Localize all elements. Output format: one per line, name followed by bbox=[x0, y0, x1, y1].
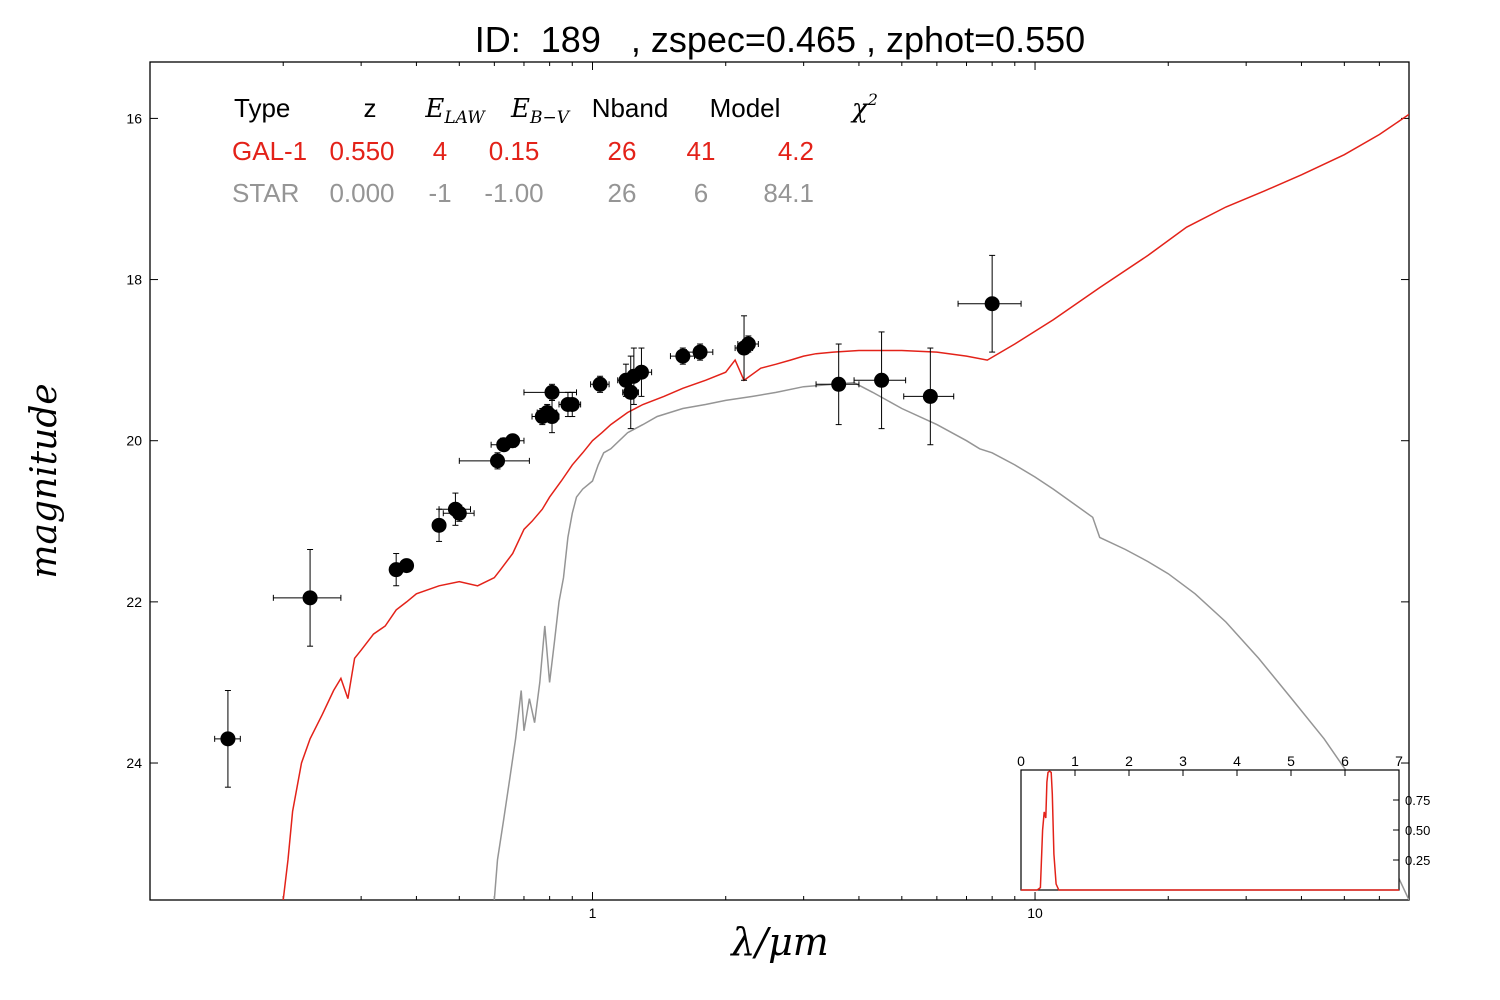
y-tick-label: 18 bbox=[126, 272, 142, 288]
x-axis-label: λ/μm bbox=[729, 920, 829, 964]
table-header: Type bbox=[234, 93, 290, 123]
table-cell: 6 bbox=[694, 178, 708, 208]
data-point bbox=[544, 399, 560, 434]
table-cell: 41 bbox=[687, 136, 716, 166]
data-marker bbox=[302, 590, 318, 606]
table-cell: 4 bbox=[433, 136, 447, 166]
fit-results-table: Type z ELAW EB−V Nband Model χ2 GAL-1 0.550 4 0.15… bbox=[232, 90, 878, 208]
data-point bbox=[431, 508, 447, 542]
data-point bbox=[685, 343, 714, 361]
data-marker bbox=[490, 453, 506, 469]
data-point bbox=[630, 347, 653, 397]
inset-x-tick-label: 7 bbox=[1395, 753, 1403, 769]
data-marker bbox=[564, 396, 580, 412]
data-point bbox=[737, 335, 759, 353]
inset-x-tick-label: 6 bbox=[1341, 753, 1349, 769]
y-tick-label: 22 bbox=[126, 594, 142, 610]
model-curve bbox=[282, 113, 1409, 900]
data-point bbox=[442, 504, 475, 522]
x-axis-ticks: 1 10 bbox=[149, 62, 1410, 921]
table-cell: 26 bbox=[608, 178, 637, 208]
y-tick-label: 24 bbox=[126, 755, 142, 771]
data-marker bbox=[544, 384, 560, 400]
data-marker bbox=[874, 372, 890, 388]
data-marker bbox=[623, 384, 639, 400]
data-marker bbox=[831, 376, 847, 392]
data-marker bbox=[692, 344, 708, 360]
inset-y-tick-label: 0.25 bbox=[1405, 853, 1430, 868]
table-cell: GAL-1 bbox=[232, 136, 307, 166]
data-point bbox=[815, 343, 860, 426]
table-cell: 4.2 bbox=[778, 136, 814, 166]
data-point bbox=[214, 690, 241, 788]
chart-title: ID: 189 , zspec=0.465 , zphot=0.550 bbox=[475, 19, 1085, 60]
inset-x-tick-label: 1 bbox=[1071, 753, 1079, 769]
inset-y-tick-label: 0.50 bbox=[1405, 823, 1430, 838]
table-cell: 0.15 bbox=[489, 136, 540, 166]
table-header: Model bbox=[710, 93, 781, 123]
data-marker bbox=[984, 296, 1000, 312]
data-point bbox=[957, 254, 1022, 353]
data-marker bbox=[451, 505, 467, 521]
table-header: z bbox=[364, 93, 377, 123]
data-marker bbox=[675, 348, 691, 364]
data-marker bbox=[740, 336, 756, 352]
data-point bbox=[590, 375, 610, 393]
table-cell: 0.550 bbox=[329, 136, 394, 166]
inset-x-tick-label: 2 bbox=[1125, 753, 1133, 769]
pdz-inset: 0 1 2 3 4 5 6 7 0.25 0.50 0.75 bbox=[1017, 753, 1430, 891]
data-marker bbox=[633, 364, 649, 380]
y-tick-label: 16 bbox=[126, 110, 142, 126]
y-axis-label: magnitude bbox=[24, 383, 65, 578]
inset-x-tick-label: 5 bbox=[1287, 753, 1295, 769]
table-header: EB−V bbox=[510, 94, 571, 128]
table-header: χ2 bbox=[850, 90, 878, 124]
data-marker bbox=[544, 409, 560, 425]
data-point bbox=[500, 433, 525, 449]
data-marker bbox=[220, 731, 236, 747]
data-marker bbox=[431, 517, 447, 533]
model-curves bbox=[282, 113, 1409, 900]
data-point bbox=[903, 347, 955, 446]
table-cell: -1 bbox=[428, 178, 451, 208]
inset-frame bbox=[1020, 769, 1400, 891]
inset-x-tick-label: 4 bbox=[1233, 753, 1241, 769]
model-curve bbox=[493, 381, 1409, 900]
x-tick-label: 10 bbox=[1027, 905, 1043, 921]
inset-x-tick-label: 0 bbox=[1017, 753, 1025, 769]
inset-y-tick-label: 0.75 bbox=[1405, 793, 1430, 808]
table-cell: 84.1 bbox=[763, 178, 814, 208]
photometry-points bbox=[214, 254, 1022, 788]
data-point bbox=[272, 548, 342, 647]
table-cell: STAR bbox=[232, 178, 299, 208]
table-header: Nband bbox=[592, 93, 669, 123]
data-point bbox=[399, 558, 415, 574]
data-marker bbox=[399, 558, 415, 574]
plot-frame bbox=[149, 61, 1410, 901]
table-cell: 0.000 bbox=[329, 178, 394, 208]
data-point bbox=[622, 355, 639, 430]
data-point bbox=[853, 331, 907, 430]
data-marker bbox=[592, 376, 608, 392]
x-tick-label: 1 bbox=[589, 905, 597, 921]
y-tick-label: 20 bbox=[126, 433, 142, 449]
data-point bbox=[563, 391, 582, 418]
data-marker bbox=[505, 433, 521, 449]
data-marker bbox=[922, 388, 938, 404]
table-header: ELAW bbox=[424, 94, 486, 128]
inset-x-tick-label: 3 bbox=[1179, 753, 1187, 769]
pdz-curve bbox=[1021, 770, 1399, 891]
table-cell: -1.00 bbox=[484, 178, 543, 208]
data-point bbox=[669, 347, 695, 365]
table-cell: 26 bbox=[608, 136, 637, 166]
data-point bbox=[458, 452, 530, 470]
